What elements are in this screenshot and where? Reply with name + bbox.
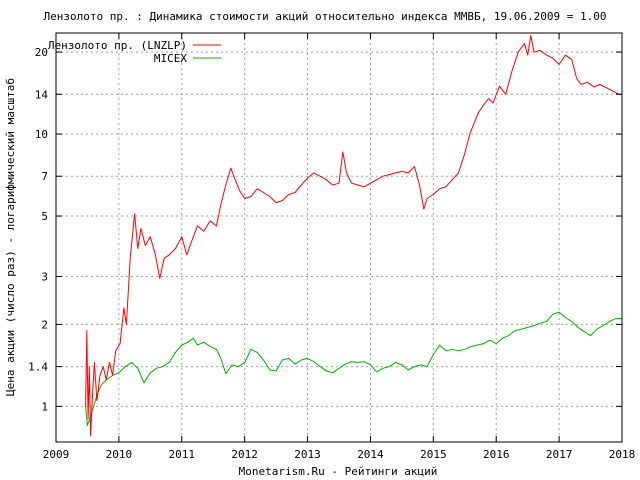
series-line-lnzlp xyxy=(85,35,622,437)
legend-label-micex: MICEX xyxy=(154,52,187,65)
x-tick-label: 2013 xyxy=(294,448,321,461)
y-tick-label: 20 xyxy=(35,46,48,59)
x-tick-label: 2012 xyxy=(231,448,258,461)
legend-label-lnzlp: Лензолото пр. (LNZLP) xyxy=(48,39,187,52)
y-tick-label: 3 xyxy=(41,270,48,283)
x-tick-label: 2018 xyxy=(609,448,636,461)
x-axis-label: Monetarism.Ru - Рейтинги акций xyxy=(239,465,438,478)
plot-frame xyxy=(55,32,623,443)
y-tick-label: 5 xyxy=(41,210,48,223)
x-tick-label: 2017 xyxy=(546,448,573,461)
tick-layer: 2009 2010 2011 2012 2013 2014 2015 2016 2017 2018… xyxy=(28,33,635,461)
chart-title: Лензолото пр. : Динамика стоимости акций… xyxy=(44,10,607,23)
x-tick-label: 2015 xyxy=(420,448,447,461)
y-tick-label: 2 xyxy=(41,318,48,331)
x-tick-label: 2009 xyxy=(43,448,70,461)
y-tick-label: 1 xyxy=(41,400,48,413)
x-tick-label: 2016 xyxy=(483,448,510,461)
y-tick-label: 7 xyxy=(41,170,48,183)
y-axis-label: Цена акции (число раз) - логарифмический… xyxy=(4,78,17,396)
series-line-micex xyxy=(85,311,622,427)
y-tick-label: 1.4 xyxy=(28,361,48,374)
x-tick-label: 2014 xyxy=(357,448,384,461)
series-layer xyxy=(85,35,622,437)
x-tick-label: 2010 xyxy=(106,448,133,461)
x-tick-label: 2011 xyxy=(169,448,196,461)
y-tick-label: 10 xyxy=(35,128,48,141)
legend: Лензолото пр. (LNZLP) MICEX xyxy=(48,39,221,65)
grid-layer xyxy=(56,33,622,442)
y-tick-label: 14 xyxy=(35,88,49,101)
